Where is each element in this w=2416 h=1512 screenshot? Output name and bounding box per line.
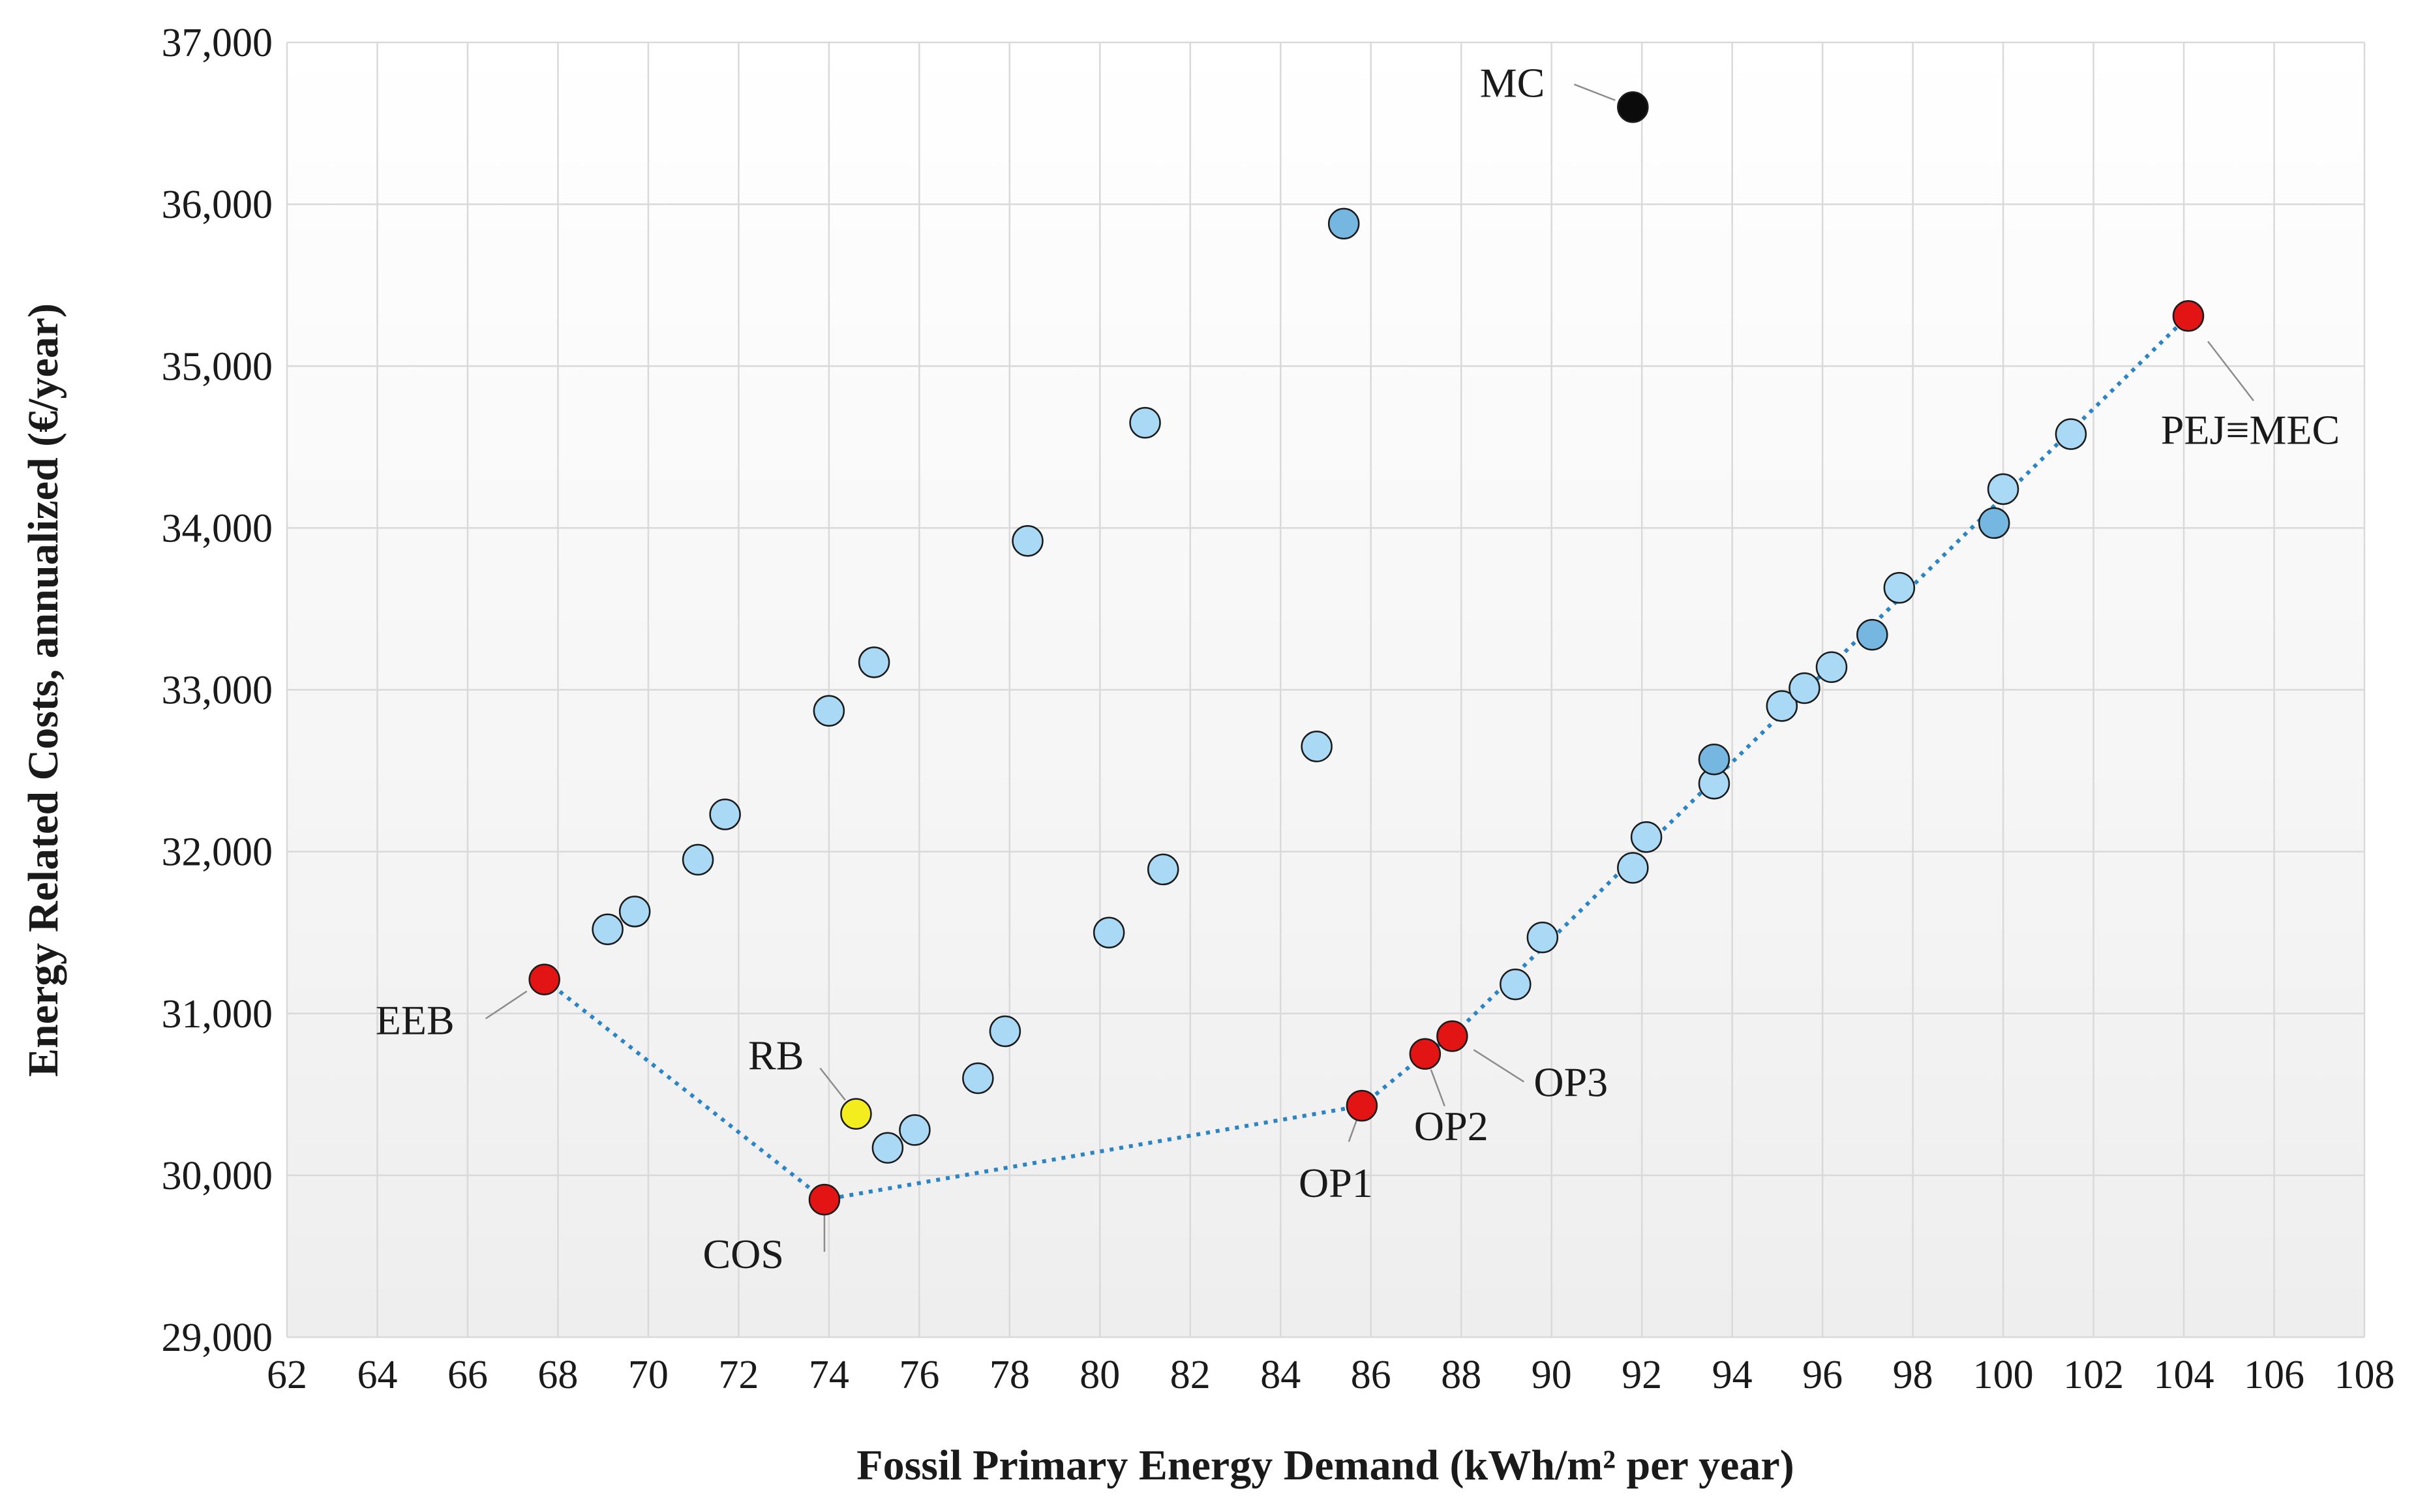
solution-point [1789, 672, 1820, 704]
y-tick-label: 37,000 [162, 21, 273, 65]
x-tick-label: 68 [537, 1353, 578, 1397]
solution-point [709, 798, 741, 830]
x-tick-label: 92 [1622, 1353, 1662, 1397]
solution-point [1883, 571, 1916, 604]
solution-point [1500, 968, 1532, 1001]
label-leader-line [1473, 1049, 1525, 1083]
pareto-front-line [543, 314, 2190, 1202]
x-tick-label: 84 [1260, 1353, 1301, 1397]
solution-point [871, 1132, 904, 1164]
solution-point [1012, 524, 1044, 557]
point-label: PEJ≡MEC [2161, 406, 2340, 453]
label-leader-line [1430, 1069, 1446, 1107]
solution-point [858, 646, 890, 678]
front-line-path [543, 314, 2190, 1202]
point-label: MC [1480, 59, 1545, 106]
solution-point [1526, 921, 1559, 954]
solution-point [592, 913, 624, 945]
x-tick-label: 72 [718, 1353, 759, 1397]
solution-point [1630, 821, 1663, 853]
solution-point [1856, 618, 1888, 651]
x-tick-label: 108 [2334, 1353, 2395, 1397]
optimal-point [808, 1183, 841, 1216]
x-tick-label: 98 [1893, 1353, 1933, 1397]
x-tick-label: 64 [357, 1353, 397, 1397]
grid-lines [286, 41, 2366, 1338]
solution-point [962, 1062, 994, 1095]
y-tick-label: 34,000 [162, 506, 273, 551]
optimal-point [528, 963, 560, 995]
mc-point [1617, 91, 1649, 123]
optimal-point [1409, 1038, 1442, 1070]
solution-point [2055, 418, 2087, 450]
x-tick-label: 66 [447, 1353, 488, 1397]
optimal-point [1346, 1089, 1378, 1122]
x-tick-label: 90 [1532, 1353, 1572, 1397]
solution-point [1327, 207, 1360, 240]
y-tick-label: 35,000 [162, 344, 273, 389]
solution-point [1815, 651, 1848, 684]
x-tick-label: 78 [989, 1353, 1030, 1397]
y-tick-label: 36,000 [162, 183, 273, 227]
x-tick-label: 74 [809, 1353, 849, 1397]
x-tick-label: 104 [2154, 1353, 2214, 1397]
solution-point [1147, 853, 1179, 886]
solution-point [1617, 852, 1649, 884]
label-leader-line [485, 990, 528, 1020]
x-tick-label: 62 [267, 1353, 307, 1397]
solution-point [682, 843, 714, 876]
y-tick-label: 30,000 [162, 1154, 273, 1198]
y-tick-label: 29,000 [162, 1316, 273, 1360]
point-label: COS [702, 1231, 784, 1277]
label-leader-line [819, 1067, 846, 1101]
y-axis-title: Energy Related Costs, annualized (€/year… [20, 303, 67, 1077]
x-tick-label: 102 [2063, 1353, 2124, 1397]
optimal-point [2172, 300, 2205, 332]
y-tick-label: 32,000 [162, 830, 273, 875]
x-tick-label: 100 [1973, 1353, 2034, 1397]
data-points [528, 91, 2205, 1216]
reference-point [840, 1098, 872, 1130]
solution-point [1978, 507, 2010, 539]
solution-point [1698, 743, 1730, 776]
x-tick-label: 88 [1441, 1353, 1481, 1397]
x-tick-label: 82 [1170, 1353, 1211, 1397]
optimal-point [1436, 1020, 1468, 1052]
solution-point [989, 1015, 1021, 1048]
label-leader-line [2207, 340, 2254, 402]
solution-point [899, 1114, 931, 1146]
x-tick-label: 86 [1351, 1353, 1391, 1397]
tick-labels: 62 64 66 68 70 72 74 76 78 80 82 84 86 88 90 92 94 96 98 10… [162, 21, 2395, 1397]
x-tick-label: 94 [1712, 1353, 1753, 1397]
solution-point [1093, 916, 1125, 948]
y-tick-label: 31,000 [162, 992, 273, 1036]
point-labels: EEB COS OP1 OP2 OP3 PEJ≡MEC RB MC [376, 59, 2340, 1277]
label-leader-line [1573, 83, 1616, 101]
y-tick-label: 33,000 [162, 669, 273, 713]
point-label: OP1 [1299, 1160, 1373, 1206]
solution-point [1766, 690, 1798, 722]
solution-point [618, 896, 651, 928]
x-tick-label: 70 [628, 1353, 669, 1397]
x-tick-label: 96 [1802, 1353, 1843, 1397]
x-tick-label: 76 [899, 1353, 939, 1397]
solution-point [813, 695, 845, 727]
x-axis-title: Fossil Primary Energy Demand (kWh/m² per… [856, 1442, 1794, 1489]
point-label: EEB [376, 997, 455, 1044]
x-tick-label: 80 [1080, 1353, 1120, 1397]
point-label: OP2 [1414, 1103, 1488, 1149]
solution-point [1129, 406, 1161, 439]
label-leader-line [1348, 1116, 1359, 1142]
solution-point [1301, 731, 1333, 763]
point-label: OP3 [1533, 1059, 1608, 1105]
point-label: RB [748, 1033, 804, 1079]
x-tick-label: 106 [2244, 1353, 2304, 1397]
label-leaders [485, 83, 2254, 1252]
solution-point [1987, 473, 2019, 506]
